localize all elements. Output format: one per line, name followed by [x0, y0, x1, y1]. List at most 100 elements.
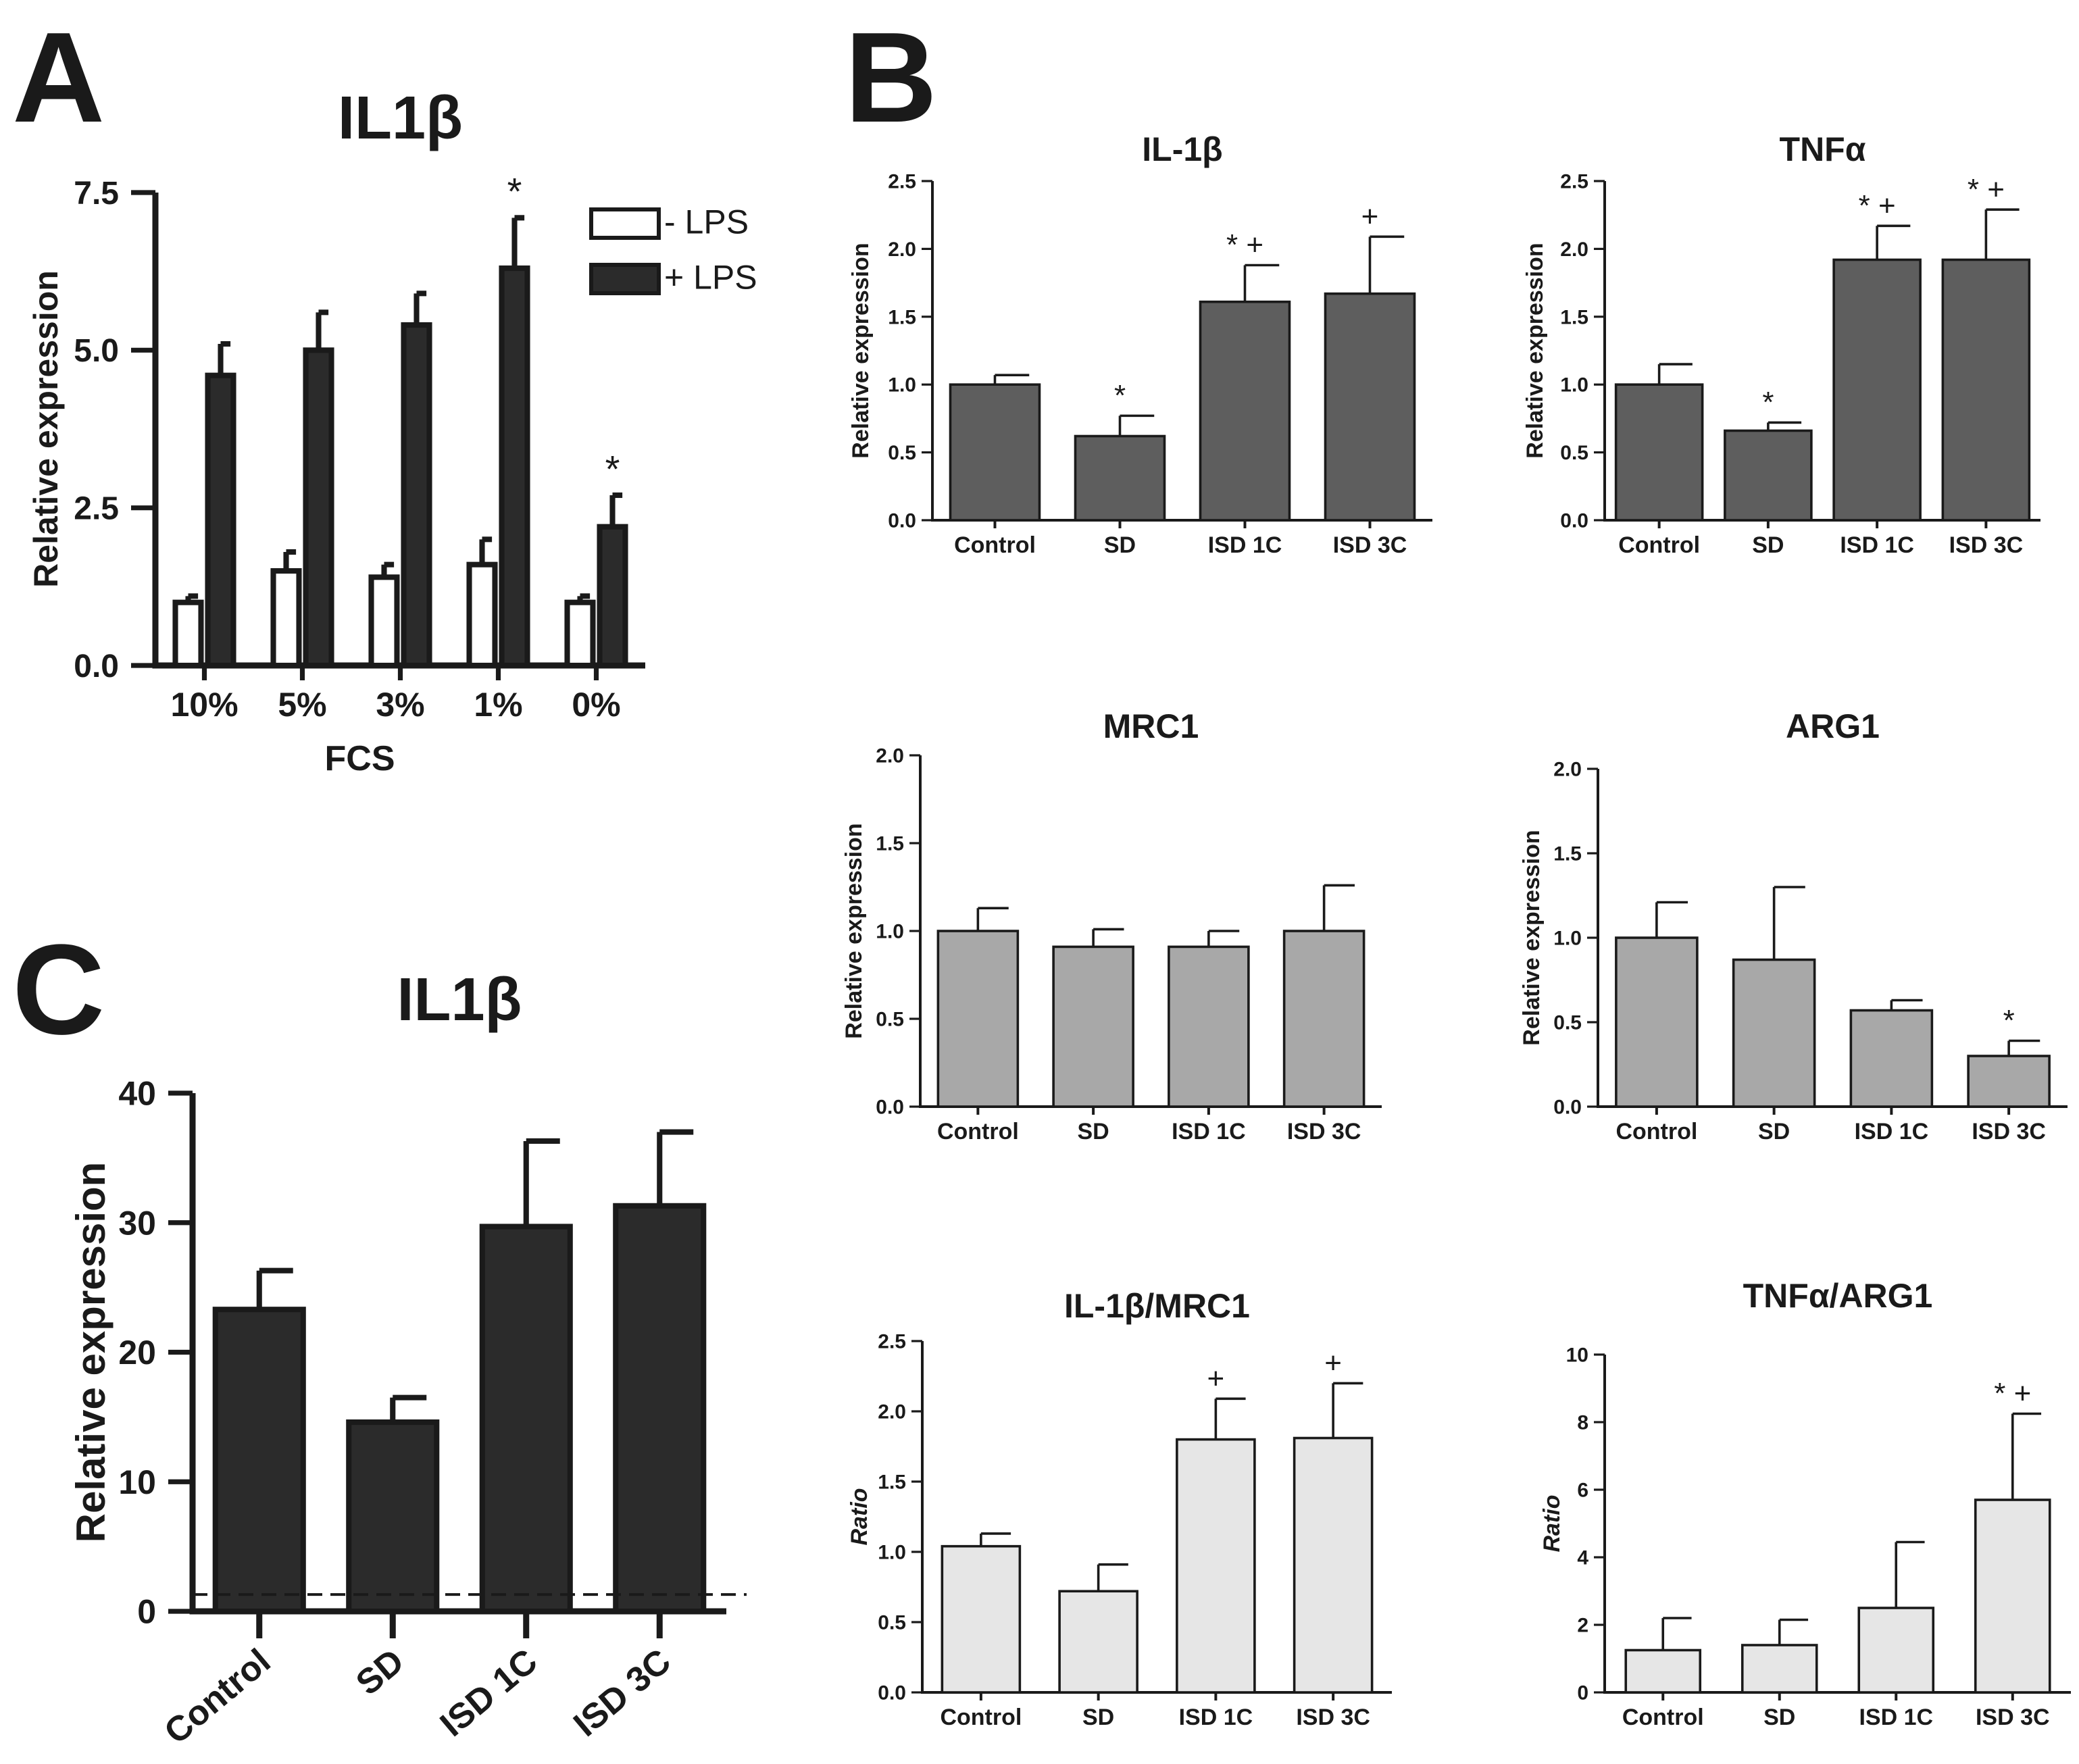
y-tick-label: 10 — [1566, 1344, 1588, 1367]
bar-0 — [1614, 383, 1704, 522]
bar-1 — [1740, 1644, 1818, 1694]
x-tick-label: ISD 3C — [1949, 532, 2024, 558]
x-tick-label: ISD 1C — [1855, 1119, 1929, 1144]
bar-3 — [1967, 1055, 2051, 1108]
y-tick-label: 2.5 — [1560, 171, 1588, 193]
x-tick-label: Control — [1622, 1705, 1704, 1730]
y-tick-label: 4 — [1577, 1547, 1588, 1569]
y-tick-label: 0.0 — [1560, 510, 1588, 532]
x-tick-label: SD — [1763, 1705, 1795, 1730]
chart-title: TNFα/ARG1 — [1743, 1277, 1933, 1315]
y-tick-label: 1.0 — [888, 374, 916, 397]
y-axis-label: Relative expression — [841, 823, 867, 1038]
y-tick-label: 1.5 — [878, 1471, 906, 1494]
y-tick-label: 1.5 — [1560, 306, 1588, 328]
y-tick-label: 2.0 — [888, 238, 916, 261]
legend-label: + LPS — [664, 259, 757, 297]
y-tick-label: 0.5 — [1553, 1012, 1582, 1034]
chart-title: IL-1β/MRC1 — [1064, 1287, 1250, 1325]
y-tick-label: 40 — [118, 1075, 156, 1113]
x-axis-label: FCS — [325, 739, 395, 778]
bar-1 — [1058, 1590, 1138, 1694]
bar-2 — [1857, 1607, 1935, 1694]
x-tick-label: ISD 1C — [1840, 532, 1914, 558]
significance-marker: * — [1114, 379, 1126, 412]
y-tick-label: 0.0 — [876, 1097, 904, 1119]
x-tick-label: Control — [1615, 1119, 1697, 1144]
significance-marker: + — [1207, 1362, 1225, 1395]
y-tick-label: 1.5 — [888, 306, 916, 328]
chart-b3: MRC1 Relative expression 0.0 0.5 1.0 1.5 2.0 Co… — [841, 707, 1382, 1144]
bar-2 — [401, 322, 432, 669]
significance-marker: * — [1762, 386, 1774, 419]
chart-c: IL1β Relative expression 0 10 20 30 40 Control S… — [68, 966, 747, 1752]
y-tick-label: 6 — [1577, 1480, 1588, 1502]
chart-b4: ARG1 Relative expression 0.0 0.5 1.0 1.5 2.0 * C… — [1519, 707, 2068, 1144]
y-tick-label: 0 — [137, 1593, 156, 1631]
y-tick-label: 1.0 — [1553, 928, 1582, 950]
y-tick-label: 0 — [1577, 1682, 1588, 1705]
y-axis-label: Relative expression — [27, 270, 65, 588]
legend-swatch — [589, 207, 661, 240]
y-tick-label: 1.0 — [878, 1542, 906, 1564]
bar-2 — [1849, 1009, 1934, 1108]
x-tick-label: SD — [1082, 1705, 1114, 1730]
x-tick-label: SD — [1104, 532, 1136, 558]
y-axis-label: Relative expression — [68, 1162, 114, 1543]
y-tick-label: 8 — [1577, 1412, 1588, 1434]
y-tick-label: 2.0 — [1553, 759, 1582, 781]
y-tick-label: 0.5 — [888, 442, 916, 464]
x-tick-label: Control — [937, 1119, 1019, 1144]
bar-3 — [1282, 930, 1366, 1108]
bar-1 — [1724, 429, 1813, 522]
y-tick-label: 1.5 — [1553, 843, 1582, 865]
bar-3 — [466, 561, 498, 669]
x-tick-label: ISD 1C — [1208, 532, 1282, 558]
bar-0 — [936, 930, 1020, 1108]
significance-marker: + — [1361, 200, 1379, 233]
panel-label-c: C — [12, 918, 105, 1061]
y-tick-label: 1.0 — [876, 921, 904, 943]
x-tick-label: 10% — [170, 686, 238, 724]
bar-1 — [346, 1419, 440, 1615]
x-tick-label: ISD 3C — [566, 1642, 678, 1744]
y-tick-label: 0.0 — [74, 649, 119, 684]
significance-marker: * — [2003, 1004, 2015, 1037]
bar-1 — [1052, 945, 1134, 1108]
significance-marker: * + — [1859, 189, 1896, 222]
y-tick-label: 0.5 — [876, 1009, 904, 1031]
x-tick-label: ISD 3C — [1972, 1119, 2046, 1144]
y-axis-label: Relative expression — [848, 243, 874, 458]
panel-label-b: B — [845, 6, 937, 149]
bar-4 — [564, 599, 596, 669]
bar-3 — [1941, 258, 2031, 522]
y-tick-label: 0.0 — [888, 510, 916, 532]
y-tick-label: 1.5 — [876, 833, 904, 855]
x-tick-label: Control — [954, 532, 1036, 558]
bar-0 — [205, 372, 236, 669]
x-tick-label: Control — [157, 1642, 278, 1752]
bar-3 — [1293, 1436, 1374, 1694]
bar-3 — [1974, 1498, 2051, 1694]
y-tick-label: 2.5 — [74, 490, 119, 526]
bar-0 — [1624, 1648, 1702, 1694]
chart-b6: TNFα/ARG1 Ratio 0 2 4 6 8 10 * + Control SD ISD 1C I… — [1539, 1277, 2071, 1730]
bar-1 — [1074, 434, 1166, 522]
chart-title: IL1β — [338, 84, 463, 152]
x-tick-label: ISD 3C — [1287, 1119, 1361, 1144]
bar-1 — [303, 347, 334, 669]
bar-2 — [1176, 1438, 1256, 1694]
y-tick-label: 2 — [1577, 1615, 1588, 1637]
chart-b2: TNFα Relative expression 0.0 0.5 1.0 1.5 2.0 2.… — [1522, 130, 2040, 558]
y-tick-label: 0.0 — [878, 1682, 906, 1705]
chart-title: IL1β — [397, 966, 522, 1034]
charts-layer: IL1β Relative expression 0.0 2.5 5.0 7.5 * * 10%… — [27, 84, 2071, 1752]
significance-marker: * + — [1968, 173, 2005, 206]
y-tick-label: 2.0 — [1560, 238, 1588, 261]
y-tick-label: 2.5 — [878, 1331, 906, 1353]
bar-0 — [172, 599, 204, 669]
legend-label: - LPS — [664, 203, 749, 241]
y-axis-label: Relative expression — [1519, 830, 1545, 1045]
x-tick-label: ISD 1C — [1859, 1705, 1933, 1730]
x-tick-label: 5% — [278, 686, 326, 724]
